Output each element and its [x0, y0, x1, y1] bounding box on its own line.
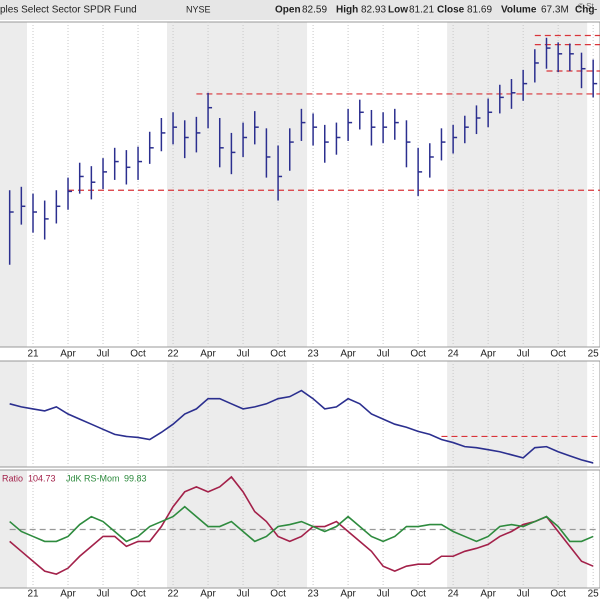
x-tick-label: Oct	[550, 349, 566, 360]
x-tick-label: 25	[588, 349, 600, 360]
x-tick-label: Jul	[97, 349, 110, 360]
x-tick-label: Jul	[97, 589, 110, 600]
x-tick-label: 21	[27, 589, 39, 600]
x-tick-label: Apr	[200, 589, 216, 600]
year-shade	[167, 361, 308, 467]
x-tick-label: Apr	[60, 589, 76, 600]
x-tick-label: Oct	[410, 589, 426, 600]
x-tick-label: Apr	[60, 349, 76, 360]
x-tick-label: Jul	[237, 589, 250, 600]
x-tick-label: Jul	[377, 349, 390, 360]
field-label: Volume	[501, 5, 537, 16]
year-shade	[447, 361, 588, 467]
x-tick-label: Apr	[340, 349, 356, 360]
year-shade	[167, 22, 308, 347]
exchange: NYSE	[186, 4, 211, 14]
x-tick-label: 25	[588, 589, 600, 600]
x-tick-label: 22	[167, 349, 179, 360]
year-shade	[0, 361, 28, 467]
x-tick-label: Apr	[340, 589, 356, 600]
year-shade	[0, 22, 28, 347]
legend-name: Ratio	[2, 473, 23, 483]
x-tick-label: Apr	[480, 589, 496, 600]
year-shade	[447, 22, 588, 347]
series-line	[9, 505, 594, 543]
field-label: Chg	[575, 5, 594, 16]
field-value: 82.93	[361, 5, 386, 16]
field-value: 81.69	[467, 5, 492, 16]
x-tick-label: Jul	[237, 349, 250, 360]
x-tick-label: Oct	[130, 349, 146, 360]
legend-name: JdK RS-Mom	[66, 473, 120, 483]
year-shade	[167, 470, 308, 588]
x-tick-label: 24	[448, 589, 460, 600]
x-tick-label: 23	[308, 349, 320, 360]
field-label: High	[336, 5, 358, 16]
x-tick-label: 23	[308, 589, 320, 600]
field-label: Open	[275, 5, 301, 16]
x-tick-label: 24	[448, 349, 460, 360]
series-line	[9, 389, 594, 464]
legend-value: 99.83	[124, 473, 147, 483]
field-label: Low	[388, 5, 408, 16]
x-tick-label: Oct	[270, 349, 286, 360]
field-value: 81.21	[409, 5, 434, 16]
x-tick-label: 22	[167, 589, 179, 600]
x-tick-label: Oct	[550, 589, 566, 600]
x-tick-label: Jul	[517, 589, 530, 600]
series-line	[9, 475, 594, 575]
legend-value: 104.73	[28, 473, 56, 483]
field-value: 67.3M	[541, 5, 569, 16]
x-tick-label: Jul	[377, 589, 390, 600]
field-label: Close	[437, 5, 465, 16]
header-bar	[0, 0, 600, 20]
fund-name: ples Select Sector SPDR Fund	[0, 5, 137, 16]
x-tick-label: Oct	[410, 349, 426, 360]
x-tick-label: Apr	[480, 349, 496, 360]
x-tick-label: Oct	[130, 589, 146, 600]
field-value: 82.59	[302, 5, 327, 16]
field-value: -	[594, 5, 597, 16]
x-tick-label: 21	[27, 349, 39, 360]
x-tick-label: Oct	[270, 589, 286, 600]
x-tick-label: Jul	[517, 349, 530, 360]
copyright: © St	[578, 2, 594, 11]
x-tick-label: Apr	[200, 349, 216, 360]
